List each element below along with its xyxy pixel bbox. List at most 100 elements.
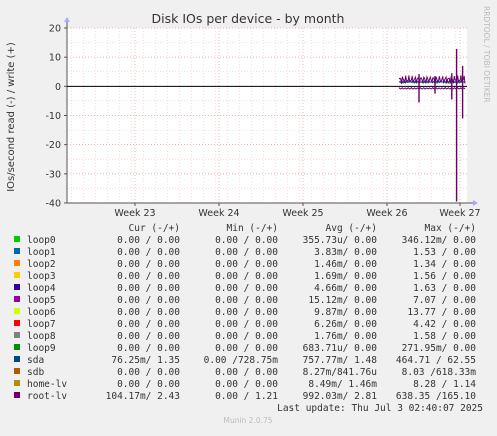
legend-cur: 0.00 / 0.00 [117, 283, 180, 294]
legend-cur: 0.00 / 0.00 [117, 307, 180, 318]
legend-swatch [14, 392, 20, 398]
legend-swatch [14, 236, 20, 242]
legend-row-loop6: loop6 0.00 / 0.00 0.00 / 0.00 9.87m/ 0.00 13… [14, 307, 476, 318]
legend-max: 464.71 / 62.55 [396, 355, 476, 366]
header-avg: Avg (-/+) [326, 223, 377, 234]
legend-max: 7.07 / 0.00 [413, 295, 476, 306]
legend-avg: 683.71u/ 0.00 [303, 343, 378, 354]
y-axis-label: IOs/second read (-) / write (+) [6, 42, 17, 192]
legend-max: 1.34 / 0.00 [413, 259, 476, 270]
legend-swatch [14, 344, 20, 350]
legend-avg: 15.12m/ 0.00 [308, 295, 377, 306]
legend-max: 4.42 / 0.00 [413, 319, 476, 330]
legend-min: 0.00 / 0.00 [215, 343, 278, 354]
series-lines [67, 49, 467, 202]
legend-row-loop5: loop5 0.00 / 0.00 0.00 / 0.00 15.12m/ 0.00 7… [14, 295, 476, 306]
y-tick-label: 10 [49, 53, 61, 64]
y-axis: 20 10 0 -10 -20 -30 -40 [45, 17, 70, 210]
legend-cur: 0.00 / 0.00 [117, 331, 180, 342]
legend-swatch [14, 368, 20, 374]
legend-row-loop3: loop3 0.00 / 0.00 0.00 / 0.00 1.69m/ 0.00 1.… [14, 271, 476, 282]
legend-name: loop5 [27, 295, 56, 306]
x-tick-label: Week 26 [366, 208, 407, 219]
x-tick-label: Week 25 [282, 208, 323, 219]
legend-cur: 0.00 / 0.00 [117, 259, 180, 270]
legend-swatch [14, 380, 20, 386]
legend-swatch [14, 320, 20, 326]
series-root-lv-write [398, 75, 466, 85]
legend-name: loop8 [27, 331, 56, 342]
legend-min: 0.00 / 0.00 [215, 259, 278, 270]
y-tick-label: -30 [45, 169, 61, 180]
legend-cur: 0.00 / 0.00 [117, 235, 180, 246]
x-tick-label: Week 24 [198, 208, 239, 219]
legend-row-loop8: loop8 0.00 / 0.00 0.00 / 0.00 1.76m/ 0.00 1.… [14, 331, 476, 342]
legend-max: 271.95m/ 0.00 [402, 343, 477, 354]
legend-name: loop6 [27, 307, 56, 318]
legend-row-home-lv: home-lv 0.00 / 0.00 0.00 / 0.00 8.49m/ 1.46… [14, 379, 476, 390]
legend-min: 0.00 / 0.00 [215, 247, 278, 258]
legend-row-loop1: loop1 0.00 / 0.00 0.00 / 0.00 3.83m/ 0.00 1.… [14, 247, 476, 258]
legend-avg: 355.73u/ 0.00 [303, 235, 378, 246]
legend-row-loop4: loop4 0.00 / 0.00 0.00 / 0.00 4.66m/ 0.00 1.… [14, 283, 476, 294]
legend-max: 13.77 / 0.00 [407, 307, 476, 318]
munin-version: Munin 2.0.75 [223, 416, 272, 425]
y-axis-arrow [64, 17, 70, 22]
legend-min: 0.00 / 0.00 [215, 367, 278, 378]
y-tick-label: -10 [45, 111, 61, 122]
legend-cur: 0.00 / 0.00 [117, 319, 180, 330]
legend-swatch [14, 248, 20, 254]
legend-name: loop3 [27, 271, 56, 282]
legend-cur: 0.00 / 0.00 [117, 379, 180, 390]
series-root-lv-read [398, 86, 466, 90]
legend-min: 0.00 / 0.00 [215, 295, 278, 306]
legend-min: 0.00 /728.75m [204, 355, 279, 366]
legend-swatch [14, 272, 20, 278]
legend-swatch [14, 284, 20, 290]
legend-row-root-lv: root-lv 104.17m/ 2.43 0.00 / 1.21 992.03m/ … [14, 391, 476, 402]
chart-title: Disk IOs per device - by month [152, 11, 345, 26]
legend-swatch [14, 296, 20, 302]
legend-cur: 0.00 / 0.00 [117, 247, 180, 258]
legend-avg: 4.66m/ 0.00 [314, 283, 377, 294]
legend-name: loop0 [27, 235, 56, 246]
legend-avg: 9.87m/ 0.00 [314, 307, 377, 318]
legend-max: 1.56 / 0.00 [413, 271, 476, 282]
legend-max: 1.63 / 0.00 [413, 283, 476, 294]
legend-max: 346.12m/ 0.00 [402, 235, 477, 246]
legend-swatch [14, 260, 20, 266]
legend-name: loop1 [27, 247, 56, 258]
legend-swatch [14, 308, 20, 314]
legend: loop0 0.00 / 0.00 0.00 / 0.00 355.73u/ 0.00… [14, 235, 476, 402]
legend-name: home-lv [27, 379, 67, 390]
y-tick-label: 0 [55, 82, 61, 93]
legend-cur: 0.00 / 0.00 [117, 271, 180, 282]
y-tick-label: -40 [45, 199, 61, 210]
legend-avg: 1.46m/ 0.00 [314, 259, 377, 270]
legend-avg: 757.77m/ 1.48 [303, 355, 378, 366]
legend-min: 0.00 / 1.21 [215, 391, 278, 402]
legend-max: 1.53 / 0.00 [413, 247, 476, 258]
last-update: Last update: Thu Jul 3 02:40:07 2025 [277, 403, 483, 414]
legend-row-loop2: loop2 0.00 / 0.00 0.00 / 0.00 1.46m/ 0.00 1.… [14, 259, 476, 270]
legend-avg: 6.26m/ 0.00 [314, 319, 377, 330]
legend-swatch [14, 332, 20, 338]
legend-avg: 1.76m/ 0.00 [314, 331, 377, 342]
legend-min: 0.00 / 0.00 [215, 235, 278, 246]
legend-max: 8.03 /618.33m [402, 367, 477, 378]
y-tick-label: -20 [45, 140, 61, 151]
legend-name: loop4 [27, 283, 56, 294]
legend-name: loop7 [27, 319, 56, 330]
legend-row-sdb: sdb 0.00 / 0.00 0.00 / 0.00 8.27m/841.76u 8.… [14, 367, 476, 378]
legend-min: 0.00 / 0.00 [215, 331, 278, 342]
legend-name: sda [27, 355, 44, 366]
y-tick-label: 20 [49, 24, 61, 35]
legend-name: loop9 [27, 343, 56, 354]
legend-max: 1.58 / 0.00 [413, 331, 476, 342]
legend-min: 0.00 / 0.00 [215, 307, 278, 318]
legend-avg: 3.83m/ 0.00 [314, 247, 377, 258]
legend-max: 638.35 /165.10 [396, 391, 476, 402]
x-axis: Week 23 Week 24 Week 25 Week 26 Week 27 [67, 200, 481, 219]
